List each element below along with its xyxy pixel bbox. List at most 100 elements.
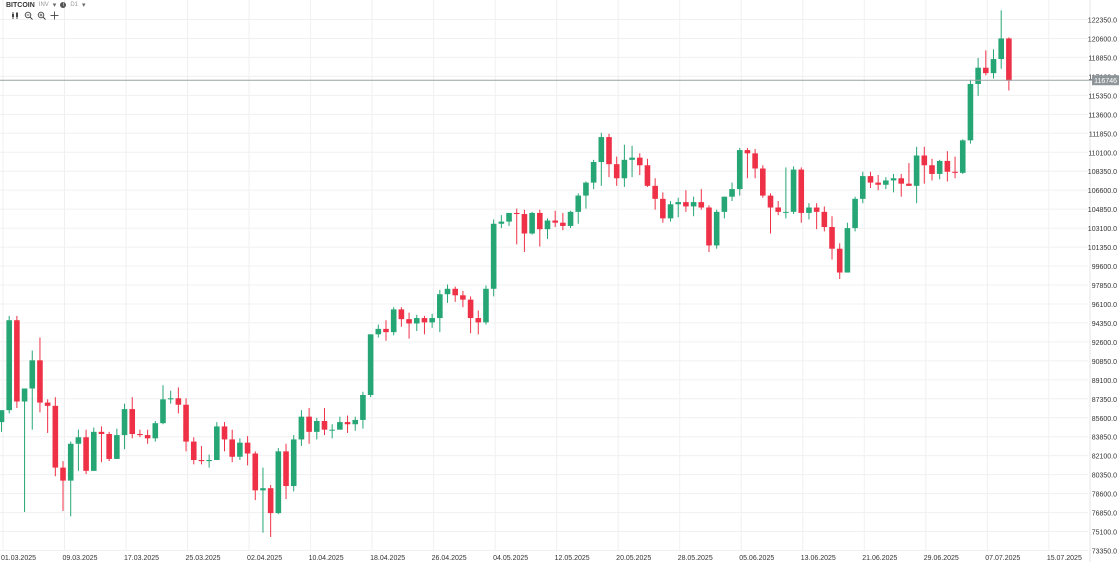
candle[interactable]: [906, 163, 912, 186]
candle[interactable]: [537, 209, 543, 247]
candle[interactable]: [859, 171, 866, 204]
candle[interactable]: [483, 285, 489, 325]
candle[interactable]: [267, 484, 274, 537]
candle[interactable]: [598, 132, 605, 186]
candle[interactable]: [898, 173, 905, 197]
candle[interactable]: [744, 147, 751, 179]
candle[interactable]: [683, 190, 689, 212]
candle[interactable]: [452, 286, 459, 302]
candle[interactable]: [698, 189, 705, 210]
candle[interactable]: [290, 435, 297, 492]
candle[interactable]: [959, 139, 966, 174]
candle[interactable]: [990, 49, 997, 79]
candle[interactable]: [14, 315, 20, 408]
candle[interactable]: [413, 314, 420, 332]
candle[interactable]: [221, 422, 228, 452]
chevron-down-icon[interactable]: ▾: [52, 2, 57, 9]
candle[interactable]: [352, 416, 359, 431]
candle[interactable]: [706, 205, 712, 252]
candle[interactable]: [375, 324, 382, 338]
candle[interactable]: [444, 284, 451, 303]
candle[interactable]: [467, 296, 474, 334]
candle[interactable]: [829, 216, 835, 260]
info-icon[interactable]: i: [60, 2, 67, 8]
candle[interactable]: [836, 243, 843, 280]
candle[interactable]: [321, 407, 328, 436]
candle[interactable]: [1006, 37, 1012, 91]
candle[interactable]: [83, 429, 89, 475]
candle[interactable]: [44, 399, 51, 433]
candle[interactable]: [529, 211, 535, 235]
candle[interactable]: [752, 148, 758, 179]
candle[interactable]: [513, 208, 520, 245]
candle[interactable]: [590, 159, 597, 190]
candle[interactable]: [798, 167, 805, 223]
candle[interactable]: [883, 177, 889, 190]
candle[interactable]: [613, 156, 620, 186]
candle[interactable]: [337, 416, 343, 430]
candle[interactable]: [660, 192, 666, 223]
candle[interactable]: [214, 422, 220, 461]
candle[interactable]: [429, 313, 435, 328]
zoom-out-icon[interactable]: [23, 10, 33, 20]
candle[interactable]: [621, 144, 628, 187]
candle[interactable]: [552, 210, 558, 228]
candle[interactable]: [229, 429, 235, 463]
candle[interactable]: [560, 212, 566, 231]
candle[interactable]: [206, 454, 212, 468]
candle[interactable]: [806, 203, 812, 220]
candle[interactable]: [383, 320, 389, 341]
candle[interactable]: [137, 429, 143, 438]
candle[interactable]: [844, 222, 851, 273]
candle[interactable]: [936, 159, 943, 180]
candle[interactable]: [75, 429, 82, 471]
timeframe-chevron-down-icon[interactable]: ▾: [81, 2, 86, 9]
zoom-in-icon[interactable]: [36, 10, 46, 20]
candle[interactable]: [260, 467, 266, 533]
candle[interactable]: [975, 57, 981, 96]
candle[interactable]: [667, 201, 674, 222]
candle[interactable]: [313, 417, 320, 440]
candle[interactable]: [921, 146, 928, 184]
candle[interactable]: [106, 431, 112, 462]
candle[interactable]: [821, 206, 828, 232]
candle[interactable]: [913, 146, 920, 204]
candle[interactable]: [952, 156, 958, 179]
bar-style-icon[interactable]: [10, 10, 20, 20]
candle[interactable]: [583, 181, 589, 209]
candle[interactable]: [421, 315, 428, 335]
candle[interactable]: [460, 290, 466, 308]
candle[interactable]: [390, 307, 397, 336]
candle[interactable]: [52, 397, 59, 477]
candle[interactable]: [183, 398, 189, 452]
candle[interactable]: [760, 165, 766, 198]
candle[interactable]: [67, 441, 74, 517]
candle[interactable]: [967, 79, 974, 144]
candle[interactable]: [875, 175, 881, 191]
candle[interactable]: [490, 219, 497, 297]
candle[interactable]: [129, 397, 136, 439]
candle[interactable]: [690, 196, 697, 217]
candle[interactable]: [244, 436, 251, 466]
candle[interactable]: [252, 451, 259, 501]
candle[interactable]: [275, 448, 282, 515]
candle[interactable]: [929, 158, 935, 181]
candle[interactable]: [198, 445, 205, 465]
candle[interactable]: [998, 10, 1004, 69]
candle[interactable]: [736, 147, 743, 196]
candle[interactable]: [437, 289, 443, 333]
candle[interactable]: [567, 210, 574, 229]
candle[interactable]: [644, 158, 651, 187]
candle[interactable]: [890, 173, 897, 193]
candle[interactable]: [852, 196, 858, 232]
candle[interactable]: [521, 209, 528, 252]
candle[interactable]: [575, 193, 582, 224]
candle[interactable]: [944, 151, 951, 182]
candle[interactable]: [544, 218, 551, 239]
candle[interactable]: [37, 337, 43, 413]
candle[interactable]: [283, 443, 289, 500]
candle[interactable]: [506, 212, 512, 226]
candle[interactable]: [121, 403, 128, 450]
candle[interactable]: [498, 215, 505, 229]
